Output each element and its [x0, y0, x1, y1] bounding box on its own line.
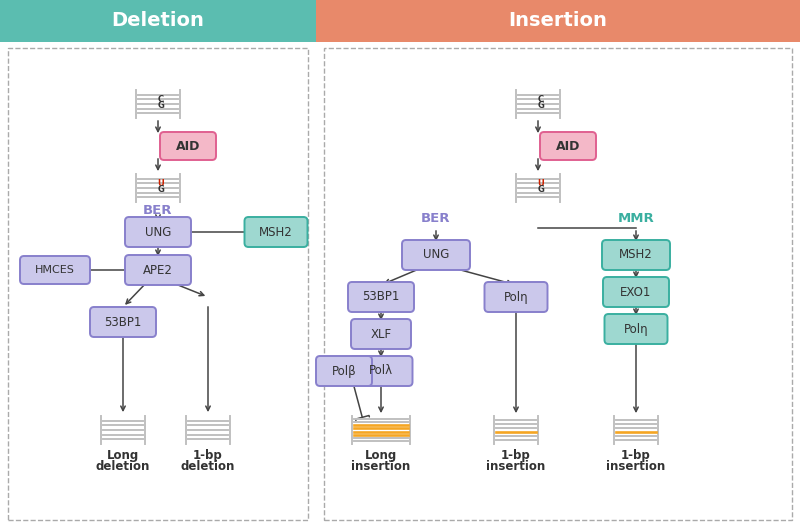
Text: Deletion: Deletion	[111, 12, 205, 31]
Text: 53BP1: 53BP1	[362, 290, 400, 304]
Text: MSH2: MSH2	[259, 225, 293, 238]
Bar	[316, 0, 800, 42]
Text: Polβ: Polβ	[332, 365, 356, 377]
Text: 53BP1: 53BP1	[104, 315, 142, 329]
Text: Polη: Polη	[504, 290, 528, 304]
Text: insertion: insertion	[606, 461, 666, 473]
FancyBboxPatch shape	[90, 307, 156, 337]
FancyBboxPatch shape	[540, 132, 596, 160]
Text: XLF: XLF	[370, 328, 391, 340]
Text: G: G	[158, 186, 165, 195]
Text: EXO1: EXO1	[620, 286, 652, 298]
Text: U: U	[158, 179, 164, 188]
Text: AID: AID	[556, 139, 580, 153]
Text: MMR: MMR	[618, 211, 654, 225]
Text: insertion: insertion	[486, 461, 546, 473]
Text: UNG: UNG	[145, 225, 171, 238]
Bar	[8, 48, 308, 520]
Text: APE2: APE2	[143, 263, 173, 277]
Text: G: G	[538, 102, 545, 110]
Text: G: G	[538, 186, 545, 195]
FancyBboxPatch shape	[125, 217, 191, 247]
Text: Long: Long	[107, 449, 139, 463]
FancyBboxPatch shape	[603, 277, 669, 307]
FancyBboxPatch shape	[160, 132, 216, 160]
FancyBboxPatch shape	[351, 319, 411, 349]
FancyBboxPatch shape	[485, 282, 547, 312]
Text: C: C	[158, 94, 164, 103]
FancyBboxPatch shape	[316, 356, 372, 386]
FancyBboxPatch shape	[402, 240, 470, 270]
FancyBboxPatch shape	[348, 282, 414, 312]
Text: AID: AID	[176, 139, 200, 153]
FancyBboxPatch shape	[125, 255, 191, 285]
Text: 1-bp: 1-bp	[501, 449, 531, 463]
Text: Insertion: Insertion	[509, 12, 607, 31]
FancyBboxPatch shape	[605, 314, 667, 344]
Text: BER: BER	[143, 204, 173, 216]
Text: UNG: UNG	[423, 249, 449, 261]
FancyBboxPatch shape	[602, 240, 670, 270]
Text: 1-bp: 1-bp	[193, 449, 223, 463]
Text: insertion: insertion	[351, 461, 410, 473]
Text: BER: BER	[422, 211, 450, 225]
FancyBboxPatch shape	[245, 217, 307, 247]
Text: G: G	[158, 102, 165, 110]
Text: Long: Long	[365, 449, 397, 463]
Text: HMCES: HMCES	[35, 265, 75, 275]
Text: U: U	[538, 179, 544, 188]
Text: deletion: deletion	[96, 461, 150, 473]
Bar	[0, 0, 316, 42]
FancyBboxPatch shape	[20, 256, 90, 284]
Text: Polη: Polη	[624, 322, 648, 335]
Text: C: C	[538, 94, 544, 103]
Text: Polλ: Polλ	[369, 365, 393, 377]
Bar	[324, 48, 792, 520]
Text: 1-bp: 1-bp	[621, 449, 651, 463]
Text: MSH2: MSH2	[619, 249, 653, 261]
Text: deletion: deletion	[181, 461, 235, 473]
FancyBboxPatch shape	[350, 356, 413, 386]
